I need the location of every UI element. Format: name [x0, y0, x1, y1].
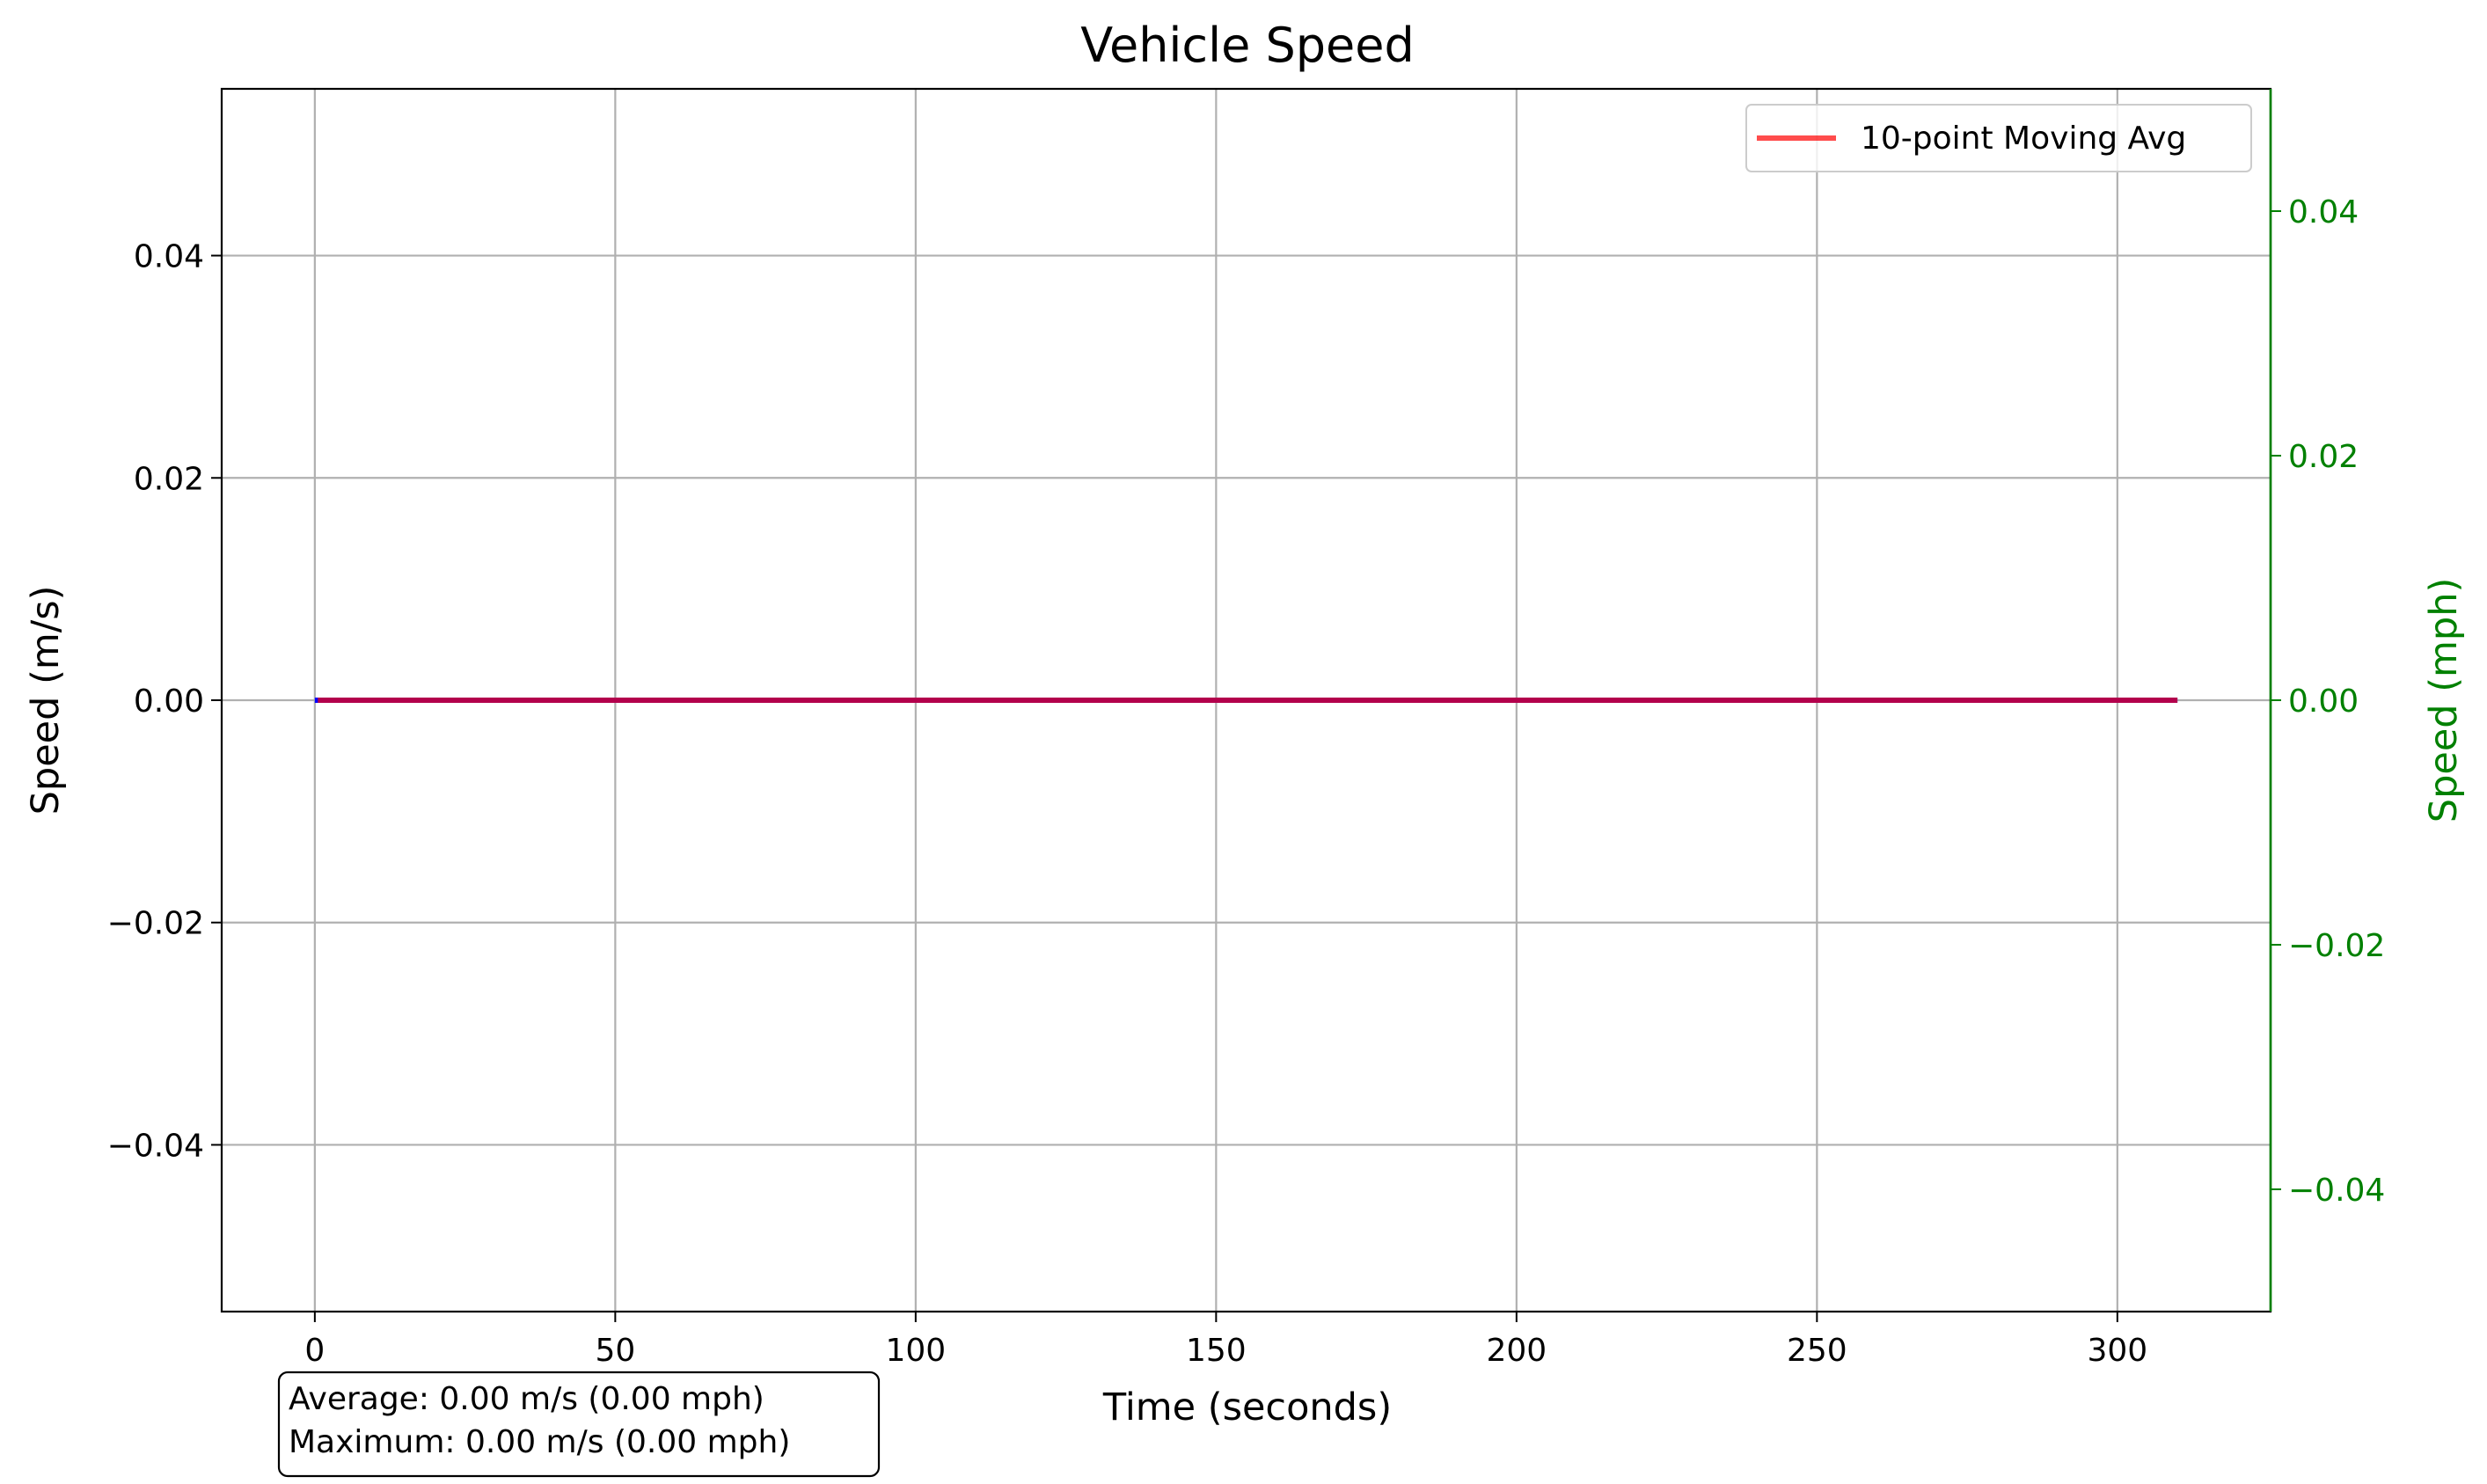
x-tick-label: 300	[2087, 1333, 2147, 1369]
chart-title: Vehicle Speed	[1080, 18, 1415, 73]
x-tick-label: 150	[1186, 1333, 1247, 1369]
y-tick-label: −0.04	[107, 1128, 204, 1164]
stats-box-frame	[277, 1371, 881, 1478]
legend-box	[1745, 104, 2252, 172]
stats-average: Average: 0.00 m/s (0.00 mph)	[289, 1381, 764, 1417]
y-tick-label: 0.00	[134, 684, 204, 720]
y2-axis-ticks: −0.04 −0.02 0.00 0.02 0.04	[2271, 194, 2385, 1209]
x-tick-label: 0	[304, 1333, 325, 1369]
x-tick-label: 100	[885, 1333, 946, 1369]
x-tick-label: 200	[1486, 1333, 1547, 1369]
stats-box: Average: 0.00 m/s (0.00 mph) Maximum: 0.…	[277, 1371, 881, 1478]
y-axis-ticks: −0.04 −0.02 0.00 0.02 0.04	[107, 239, 222, 1164]
y-tick-label: −0.02	[107, 906, 204, 942]
stats-maximum: Maximum: 0.00 m/s (0.00 mph)	[289, 1424, 790, 1460]
y2-tick-label: −0.02	[2288, 928, 2385, 964]
y2-axis-label: Speed (mph)	[2422, 578, 2466, 822]
x-axis-ticks: 0 50 100 150 200 250 300	[304, 1312, 2147, 1369]
legend-label-moving-avg: 10-point Moving Avg	[1861, 121, 2186, 157]
y-tick-label: 0.02	[134, 461, 204, 497]
x-tick-label: 50	[595, 1333, 635, 1369]
y2-tick-label: −0.04	[2288, 1173, 2385, 1209]
x-tick-label: 250	[1787, 1333, 1847, 1369]
y-tick-label: 0.04	[134, 239, 204, 275]
y2-tick-label: 0.04	[2288, 194, 2359, 230]
y2-tick-label: 0.00	[2288, 684, 2359, 720]
legend: 10-point Moving Avg	[1745, 104, 2252, 172]
y2-tick-label: 0.02	[2288, 439, 2359, 475]
x-axis-label: Time (seconds)	[1102, 1385, 1392, 1429]
y-axis-label: Speed (m/s)	[24, 586, 68, 815]
